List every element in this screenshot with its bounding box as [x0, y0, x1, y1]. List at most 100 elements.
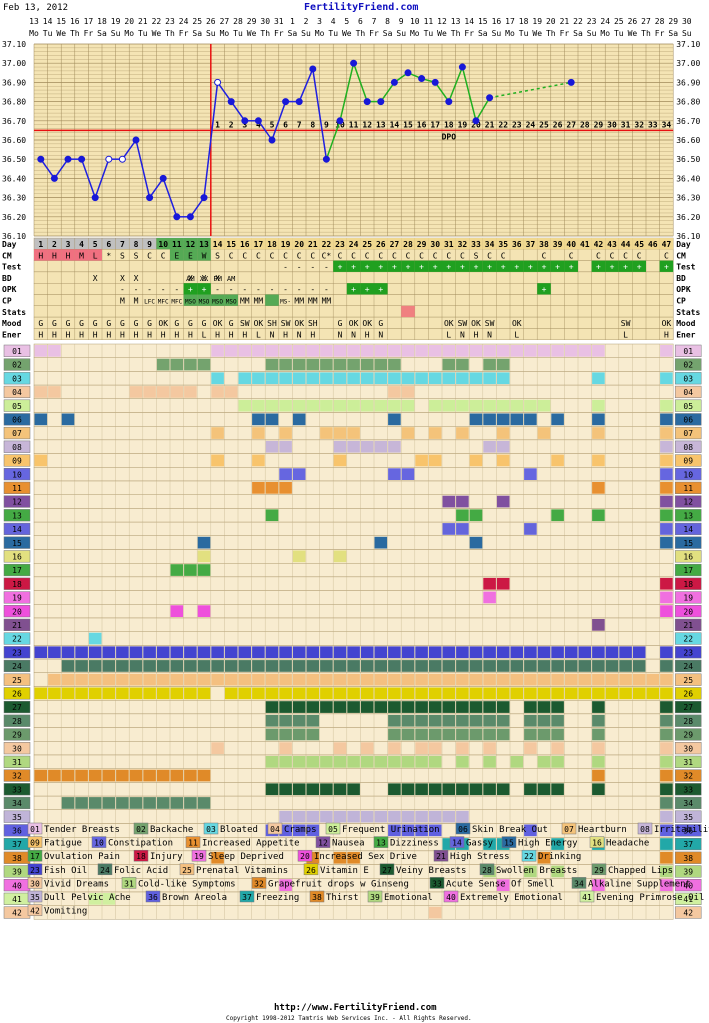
symptom-mark: [360, 660, 374, 672]
symptom-swatch-left: [3, 687, 31, 700]
symptom-mark: [428, 783, 442, 796]
symptom-mark: [170, 673, 184, 686]
symptom-mark: [88, 797, 102, 809]
day-number: 39: [553, 240, 563, 249]
symptom-mark: [347, 358, 360, 371]
symptom-mark: [360, 358, 374, 371]
symptom-mark: [592, 454, 605, 467]
dpo-number: 20: [471, 120, 481, 129]
symptom-mark: [102, 797, 116, 809]
day-number: 35: [498, 240, 508, 249]
symptom-swatch-left: [3, 646, 31, 659]
symptom-mark: [170, 564, 184, 576]
symptom-mark: [388, 673, 401, 686]
symptom-mark: [388, 687, 401, 700]
symptom-swatch-right: [674, 659, 702, 673]
temp-point: [159, 174, 167, 182]
row-label-right: Day: [676, 240, 691, 249]
symptom-mark: [496, 427, 510, 439]
dpo-number: 27: [566, 120, 576, 129]
symptom-number-right: 35: [683, 813, 693, 822]
symptom-mark: [224, 345, 238, 357]
temp-point: [295, 98, 303, 106]
symptom-mark: [197, 358, 211, 371]
day-number: 5: [93, 240, 98, 249]
symptom-mark: [374, 399, 388, 412]
symptom-mark: [632, 646, 646, 659]
symptom-number-right: 26: [683, 690, 693, 699]
ener-value: H: [474, 330, 479, 339]
symptom-mark: [605, 673, 619, 686]
day-number: 36: [512, 240, 522, 249]
symptom-mark: [75, 660, 88, 672]
legend-label: Freezing: [256, 893, 299, 903]
legend-swatch: [373, 836, 389, 848]
symptom-swatch-left: [3, 563, 31, 577]
symptom-mark: [483, 440, 496, 453]
symptom-mark: [347, 440, 360, 453]
symptom-mark: [537, 728, 551, 741]
opk-cell: [346, 283, 361, 295]
symptom-row-background: [33, 494, 674, 509]
symptom-mark: [592, 701, 605, 713]
symptom-mark: [279, 742, 292, 754]
test-cell: [360, 260, 374, 272]
weekday-label: Th: [165, 29, 175, 38]
site-title[interactable]: FertilityFriend.com: [304, 2, 419, 13]
symptom-mark: [116, 769, 129, 782]
dpo-number: 18: [444, 120, 454, 129]
legend-swatch: [185, 836, 201, 848]
symptom-mark: [660, 345, 673, 357]
symptom-mark: [88, 660, 102, 672]
ener-value: H: [93, 330, 98, 339]
day-number: 43: [607, 240, 617, 249]
temp-segment: [448, 66, 464, 102]
symptom-number-left: 27: [12, 703, 22, 712]
symptom-number-right: 04: [683, 388, 693, 397]
test-value: +: [501, 263, 506, 272]
date-label: 4: [331, 17, 336, 26]
symptom-mark: [143, 660, 156, 672]
symptom-mark: [224, 673, 238, 686]
symptom-mark: [320, 399, 333, 412]
symptom-mark: [551, 687, 564, 700]
symptom-mark: [456, 783, 469, 796]
footer-url[interactable]: http://www.FertilityFriend.com: [274, 1003, 437, 1013]
symptom-mark: [374, 687, 388, 700]
luteal-day-cell: [278, 238, 293, 250]
ener-value: H: [134, 330, 139, 339]
symptom-mark: [401, 728, 415, 741]
luteal-day-cell: [346, 238, 361, 250]
cp-value: MSO: [226, 299, 237, 306]
symptom-number-left: 16: [12, 553, 22, 562]
symptom-mark: [660, 523, 673, 535]
legend-number: 37: [242, 893, 252, 902]
temp-segment: [148, 177, 164, 199]
luteal-day-cell: [646, 238, 660, 250]
symptom-mark: [646, 687, 660, 700]
symptom-mark: [551, 454, 564, 467]
legend-number: 20: [300, 852, 310, 861]
stats-cell: [401, 305, 415, 318]
weekday-label: Mo: [410, 29, 420, 38]
symptom-mark: [279, 810, 292, 823]
symptom-mark: [442, 714, 456, 727]
symptom-swatch-right: [674, 358, 702, 371]
symptom-mark: [333, 454, 347, 467]
y-tick-right: 36.40: [676, 174, 700, 183]
symptom-mark: [401, 701, 415, 713]
cp-upper-value: AM: [227, 275, 235, 283]
ener-value: L: [623, 330, 628, 339]
symptom-mark: [428, 906, 442, 919]
symptom-mark: [170, 687, 184, 700]
symptom-mark: [660, 838, 673, 850]
temp-segment: [489, 81, 572, 99]
date-label: 30: [260, 17, 270, 26]
cm-value: C: [351, 251, 356, 260]
symptom-mark: [401, 399, 415, 412]
symptom-number-right: 39: [683, 868, 693, 877]
legend-swatch: [433, 849, 449, 862]
temp-point: [390, 78, 398, 86]
test-cell: [550, 260, 565, 272]
symptom-mark: [333, 399, 347, 412]
